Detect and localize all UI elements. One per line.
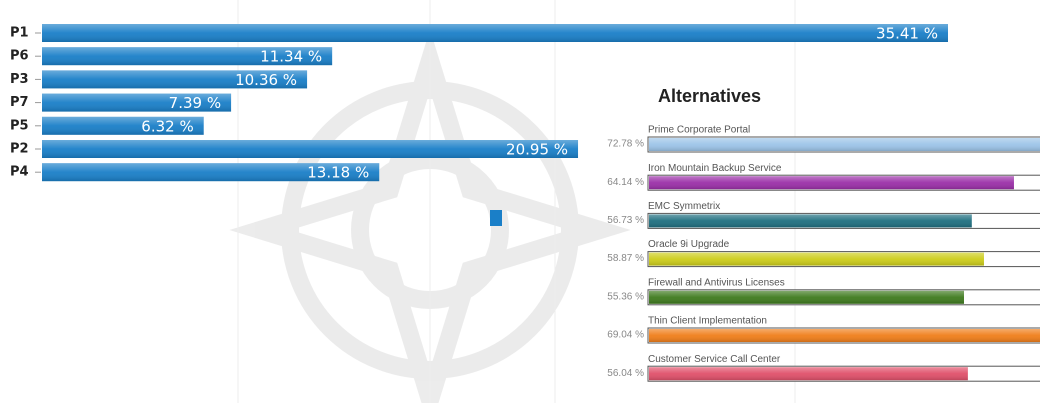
value-label: 56.73 % [607, 215, 644, 226]
category-label: Oracle 9i Upgrade [648, 239, 730, 250]
category-label: EMC Symmetrix [648, 201, 720, 212]
category-label: P6 [10, 49, 29, 64]
bar-gloss [649, 138, 1040, 151]
value-label: 11.34 % [260, 48, 322, 66]
value-label: 10.36 % [235, 71, 297, 89]
value-label: 56.04 % [607, 368, 644, 379]
chart-title: Alternatives [658, 86, 761, 106]
category-label: P4 [10, 165, 29, 180]
category-label: Thin Client Implementation [648, 316, 767, 327]
screen: P1 35.41 % P6 11.34 % P3 10.36 % P7 7.39 % P5 6.3… [0, 0, 1040, 403]
bar-gloss [649, 367, 968, 380]
marker [490, 210, 502, 226]
bar-gloss [42, 24, 948, 42]
value-label: 13.18 % [307, 164, 369, 182]
value-label: 72.78 % [607, 139, 644, 150]
value-label: 35.41 % [876, 25, 938, 43]
category-label: Prime Corporate Portal [648, 125, 750, 136]
bar-gloss [42, 140, 578, 158]
category-label: P3 [10, 72, 29, 87]
category-label: Customer Service Call Center [648, 354, 781, 365]
category-label: P2 [10, 142, 29, 157]
category-label: Iron Mountain Backup Service [648, 163, 782, 174]
alternatives-chart: Alternatives Prime Corporate Portal 72.78 … [607, 86, 1040, 381]
category-label: P1 [10, 26, 29, 41]
value-label: 7.39 % [169, 94, 221, 112]
value-label: 55.36 % [607, 291, 644, 302]
value-label: 64.14 % [607, 177, 644, 188]
bar-gloss [649, 253, 984, 266]
bar-gloss [649, 329, 1040, 342]
bar-gloss [649, 176, 1014, 189]
value-label: 20.95 % [506, 141, 568, 159]
value-label: 58.87 % [607, 253, 644, 264]
category-label: P7 [10, 95, 29, 110]
category-label: Firewall and Antivirus Licenses [648, 277, 785, 288]
bar-gloss [649, 291, 964, 304]
bar-gloss [649, 214, 972, 227]
value-label: 69.04 % [607, 330, 644, 341]
category-label: P5 [10, 118, 29, 133]
value-label: 6.32 % [141, 117, 193, 135]
